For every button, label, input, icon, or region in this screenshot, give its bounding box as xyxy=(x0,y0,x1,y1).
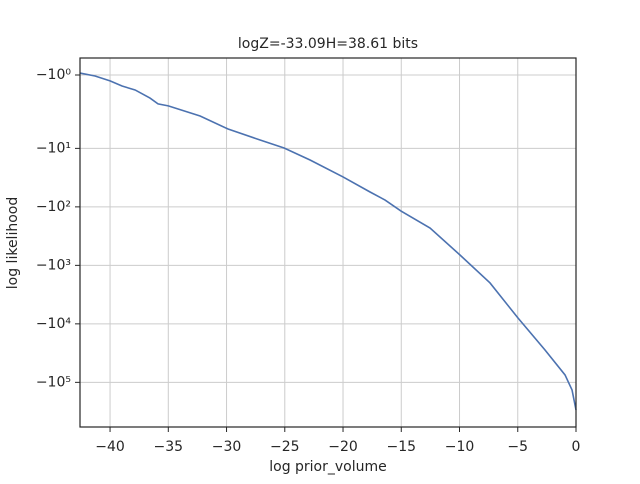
x-tick-label: −30 xyxy=(212,439,242,455)
plot-frame xyxy=(79,57,577,428)
x-tick-label: −5 xyxy=(507,439,528,455)
x-tick-label: −40 xyxy=(95,439,125,455)
y-tick-label: −10⁴ xyxy=(36,316,72,332)
x-tick-label: −10 xyxy=(445,439,475,455)
y-tick-label: −10⁵ xyxy=(36,374,71,390)
y-tick-label: −10² xyxy=(36,199,71,215)
y-tick-label: −10⁰ xyxy=(36,67,72,83)
data-line xyxy=(79,72,577,411)
x-tick-label: −35 xyxy=(154,439,184,455)
x-axis-label: log prior_volume xyxy=(269,459,387,475)
y-tick-label: −10¹ xyxy=(36,140,71,156)
x-tick-label: −15 xyxy=(386,439,416,455)
y-tick-label: −10³ xyxy=(36,257,71,273)
x-tick-label: −25 xyxy=(270,439,300,455)
x-tick-label: 0 xyxy=(572,439,581,455)
x-tick-label: −20 xyxy=(328,439,358,455)
chart-title: logZ=-33.09H=38.61 bits xyxy=(238,36,418,52)
y-axis-label: log likelihood xyxy=(5,197,21,289)
